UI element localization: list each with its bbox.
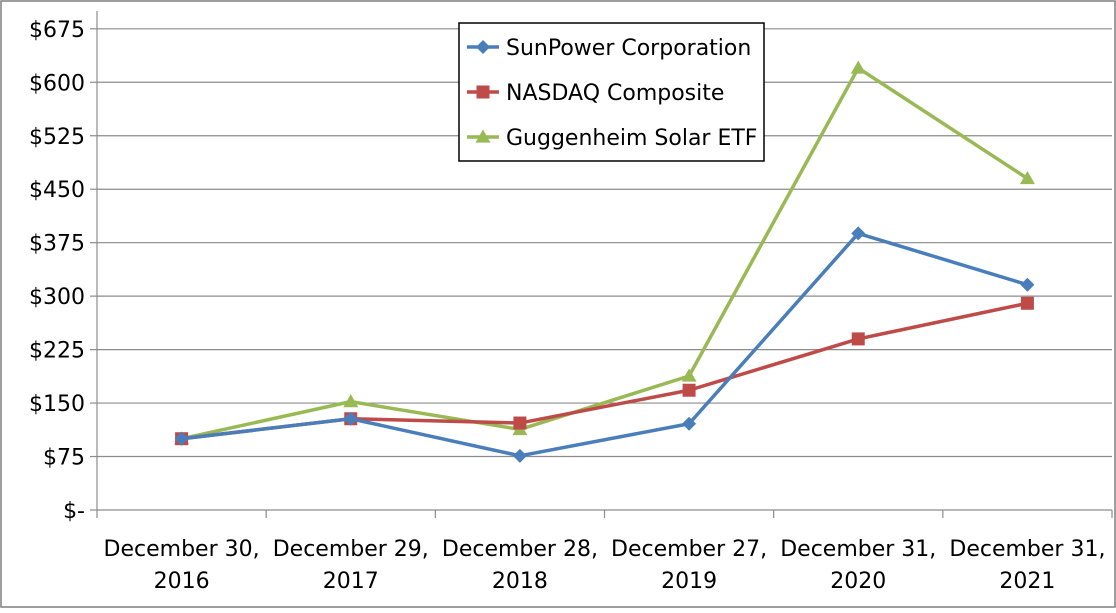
x-tick-label: December 31, 2020 [780,537,936,594]
data-point [1019,171,1035,185]
data-point [343,394,359,408]
data-point [512,448,527,463]
legend-entry: SunPower Corporation [467,36,751,61]
series [174,60,1035,463]
x-tick-label-line: December 31, [780,537,936,562]
x-tick-label-line: December 27, [611,537,767,562]
y-tick-label: $225 [29,339,85,364]
y-tick-label: $150 [29,392,85,417]
x-tick-label-line: 2020 [830,569,886,594]
legend-box [458,22,765,162]
legend-marker [476,85,490,99]
y-tick-label: $300 [29,285,85,310]
x-tick-label: December 28, 2018 [442,537,598,594]
legend: SunPower Corporation NASDAQ Composite Gugg… [458,22,765,162]
legend-entry: Guggenheim Solar ETF [467,126,757,151]
x-tick-label-line: December 31, [949,537,1105,562]
data-point [681,368,697,382]
axes: $- $75 $150 $225 $300 $375 $450 $525 $600 $675 Dec… [29,11,1113,594]
x-tick-label-line: December 28, [442,537,598,562]
y-tick-label: $675 [29,18,85,43]
legend-entry: NASDAQ Composite [467,81,724,106]
data-point [513,416,527,430]
y-tick-label: $450 [29,178,85,203]
x-tick-label: December 30, 2016 [104,537,260,594]
data-point [1020,296,1034,310]
data-point [1020,277,1035,292]
legend-label: SunPower Corporation [506,36,751,61]
y-tick-label: $- [63,499,85,524]
data-point [174,431,189,446]
x-tick-label-line: 2016 [154,569,210,594]
data-point [851,332,865,346]
x-tick-label-line: December 29, [273,537,429,562]
data-point [850,60,866,74]
x-tick-label: December 29, 2017 [273,537,429,594]
legend-label: NASDAQ Composite [506,81,724,106]
x-tick-label-line: 2019 [661,569,717,594]
data-point [682,416,697,431]
y-tick-label: $375 [29,232,85,257]
x-tick-label: December 31, 2021 [949,537,1105,594]
data-point [682,383,696,397]
x-tick-label-line: 2021 [999,569,1055,594]
series-line [181,66,1029,441]
data-point [851,226,866,241]
y-tick-label: $75 [43,446,85,471]
legend-marker [476,40,490,54]
x-tick-label: December 27, 2019 [611,537,767,594]
series-line [181,231,1028,458]
data-point [343,411,358,426]
x-tick-label-line: December 30, [104,537,260,562]
legend-marker [475,129,491,143]
x-tick-label-line: 2017 [323,569,379,594]
legend-label: Guggenheim Solar ETF [506,126,757,151]
y-tick-label: $525 [29,125,85,150]
y-tick-label: $600 [29,71,85,96]
x-tick-label-line: 2018 [492,569,548,594]
series-sunpower-corporation [174,226,1035,463]
